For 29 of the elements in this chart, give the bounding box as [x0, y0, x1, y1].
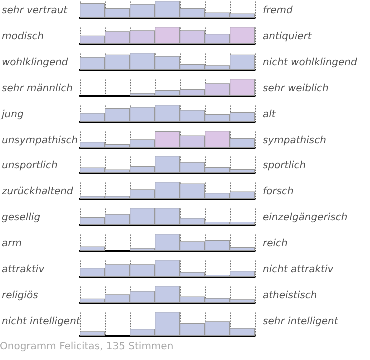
- y-axis-title: religiös: [2, 290, 38, 302]
- y2-axis-title: nicht attraktiv: [263, 264, 335, 276]
- y-axis-title: nicht intelligent: [2, 316, 82, 328]
- y2-axis-title: antiquiert: [263, 31, 313, 42]
- bar: [80, 246, 105, 252]
- y-axis-title: attraktiv: [2, 264, 46, 276]
- y-axis-title: modisch: [2, 31, 44, 42]
- y2-axis-title: sympathisch: [263, 134, 326, 146]
- y-axis-title: zurückhaltend: [1, 186, 74, 198]
- y-axis-title: unsympathisch: [2, 134, 78, 146]
- y2-axis-title: sportlich: [263, 160, 306, 172]
- y-axis-title: arm: [2, 238, 22, 250]
- y-axis-title: jung: [0, 109, 24, 120]
- y2-axis-title: alt: [263, 109, 277, 120]
- text: Onogramm Felicitas, 135 Stimmen: [0, 341, 174, 352]
- y2-axis-title: nicht wohlklingend: [263, 57, 358, 68]
- y2-axis-title: reich: [263, 238, 288, 250]
- y2-axis-title: atheistisch: [263, 290, 318, 302]
- y-axis-title: wohlklingend: [2, 57, 69, 68]
- y-axis-title: sehr männlich: [2, 83, 73, 94]
- y2-axis-title: einzelgängerisch: [263, 212, 348, 224]
- y2-axis-title: forsch: [263, 186, 294, 198]
- y2-axis-title: fremd: [263, 5, 294, 16]
- y-axis-title: gesellig: [2, 212, 41, 224]
- y-axis-title: unsportlich: [2, 160, 58, 172]
- y2-axis-title: sehr intelligent: [263, 316, 340, 328]
- y2-axis-title: sehr weiblich: [263, 83, 329, 94]
- y-axis-title: sehr vertraut: [2, 5, 69, 16]
- bar: [80, 331, 105, 336]
